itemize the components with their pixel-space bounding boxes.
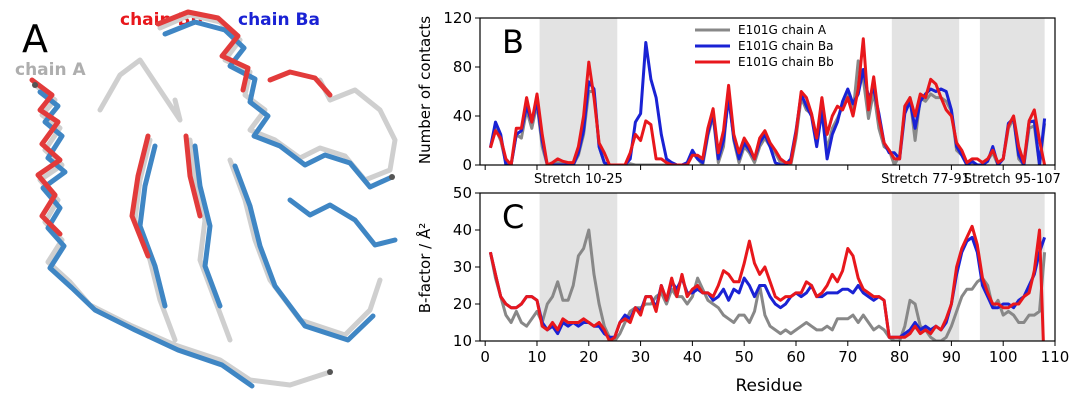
panel-c-y-tick-label: 30 [453, 258, 472, 276]
panel-b-legend-entry: E101G chain A [738, 23, 827, 37]
panel-c-label: C [502, 198, 524, 236]
panel-c-x-tick-label: 0 [480, 348, 490, 366]
panel-b-contacts-chart: B Number of contacts Stretch 10-25 Stretc… [416, 9, 1061, 187]
panel-b-region-label: Stretch 10-25 [534, 172, 623, 187]
panel-a: A chain Bb chain Ba chain A [15, 9, 398, 389]
panel-b-legend-entry: E101G chain Bb [738, 55, 834, 69]
panel-b-y-tick-label: 120 [443, 9, 472, 27]
panel-b-y-tick-label: 80 [453, 58, 472, 76]
panel-c-shaded-regions [539, 193, 1045, 341]
panel-c-bfactor-chart: C B-factor / Å² Residue 10 20 30 40 50 0 10 20 3… [415, 184, 1069, 396]
panel-b-region-label: Stretch 95-107 [964, 172, 1061, 187]
panel-c-y-tick-label: 50 [453, 184, 472, 202]
panel-b-x-ticks [484, 165, 1056, 170]
panel-c-y-ticks: 10 20 30 40 50 [453, 184, 480, 350]
panel-c-y-tick-label: 20 [453, 295, 472, 313]
panel-c-series-lines [488, 224, 1047, 341]
panel-c-x-tick-label: 90 [942, 348, 961, 366]
panel-b-legend: E101G chain A E101G chain Ba E101G chain B… [695, 23, 834, 69]
panel-c-x-tick-label: 80 [890, 348, 909, 366]
panel-c-x-tick-label: 20 [579, 348, 598, 366]
chain-ba-label: chain Ba [238, 10, 320, 30]
panel-c-series-line-e101g-chain-bb [488, 224, 1045, 341]
panel-c-x-tick-label: 30 [631, 348, 650, 366]
panel-c-xlabel: Residue [735, 376, 802, 396]
panel-b-label: B [502, 23, 524, 61]
panel-c-x-tick-label: 100 [989, 348, 1018, 366]
chain-a-label: chain A [15, 60, 86, 80]
panel-b-plot-frame [479, 17, 1056, 166]
panel-b-shaded-region [979, 18, 1045, 165]
panel-b-series-lines [488, 37, 1047, 165]
panel-c-x-tick-label: 10 [527, 348, 546, 366]
panel-c-shaded-region [891, 193, 960, 341]
panel-c-y-tick-label: 10 [453, 332, 472, 350]
panel-b-y-tick-label: 0 [462, 156, 472, 174]
protein-structure-image [29, 9, 398, 389]
panel-b-series-line-e101g-chain-bb [488, 37, 1047, 165]
panel-c-series-line-e101g-chain-a [488, 228, 1047, 341]
panel-b-ylabel: Number of contacts [416, 16, 434, 164]
panel-c-x-tick-label: 60 [786, 348, 805, 366]
panel-c-x-tick-label: 50 [735, 348, 754, 366]
panel-b-region-label: Stretch 77-91 [881, 172, 970, 187]
panel-c-x-tick-label: 40 [683, 348, 702, 366]
panel-c-x-tick-label: 70 [838, 348, 857, 366]
panel-b-y-tick-label: 40 [453, 107, 472, 125]
panel-c-y-tick-label: 40 [453, 221, 472, 239]
panel-b-y-ticks: 0 40 80 120 [443, 9, 480, 174]
panel-c-x-ticks: 0 10 20 30 40 50 60 70 80 90 100 110 [480, 341, 1069, 366]
panel-a-label: A [22, 17, 48, 61]
panel-c-shaded-region [539, 193, 618, 341]
panel-c-x-tick-label: 110 [1041, 348, 1069, 366]
panel-b-legend-entry: E101G chain Ba [738, 39, 834, 53]
panel-c-ylabel: B-factor / Å² [415, 223, 434, 314]
